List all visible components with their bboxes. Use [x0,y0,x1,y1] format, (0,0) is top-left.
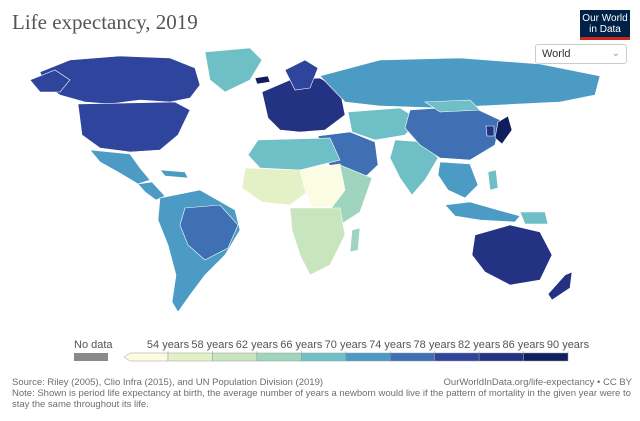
world-map [29,47,601,313]
region-indonesia[interactable] [444,201,521,223]
legend-tick-label: 62 years [235,339,278,351]
region-central-america[interactable] [137,181,166,201]
legend-bin-6[interactable] [389,352,435,362]
region-central-asia[interactable] [347,107,421,141]
legend-bin-3[interactable] [256,352,302,362]
logo-line-1: Our World [582,13,628,24]
region-canada[interactable] [39,55,201,105]
region-japan[interactable] [494,115,513,145]
legend-tick-label: 54 years [146,339,190,351]
legend-bin-5[interactable] [345,352,391,362]
legend-tick-label: 90 years [546,339,590,351]
chevron-down-icon: ⌄ [611,48,620,59]
logo-line-2: in Data [589,24,621,35]
region-usa[interactable] [77,101,191,153]
legend-bin-7[interactable] [434,352,480,362]
region-korea[interactable] [485,125,495,137]
legend-bin-0[interactable] [123,352,169,362]
footer: Source: Riley (2005), Clio Infra (2015),… [12,377,632,410]
legend-tick-label: 74 years [369,339,412,351]
source-text: Source: Riley (2005), Clio Infra (2015),… [12,377,324,388]
legend-tick-label: 82 years [458,339,501,351]
region-greenland[interactable] [204,47,263,93]
region-russia[interactable] [319,57,601,109]
region-select[interactable]: World ⌄ [535,44,627,64]
color-legend: 54 years 58 years 62 years 66 years 70 years… [0,336,640,366]
legend-tick-label: 86 years [502,339,545,351]
legend-tick-label: 78 years [413,339,456,351]
legend-scale [123,351,569,362]
region-west-africa[interactable] [241,167,311,206]
region-brazil[interactable] [179,204,239,261]
credit-link[interactable]: OurWorldInData.org/life-expectancy • CC … [443,377,632,388]
no-data-label: No data [74,339,113,351]
region-mexico[interactable] [89,149,151,185]
legend-bin-4[interactable] [301,352,347,362]
legend-bin-9[interactable] [523,352,569,362]
legend-bin-8[interactable] [478,352,524,362]
no-data-swatch [74,353,108,361]
region-southern-africa[interactable] [289,207,346,276]
region-new-zealand[interactable] [547,271,573,301]
note-text: Note: Shown is period life expectancy at… [12,388,631,410]
legend-bin-1[interactable] [167,352,213,362]
region-philippines[interactable] [487,169,499,191]
region-alaska[interactable] [29,69,71,93]
chart-title: Life expectancy, 2019 [12,10,198,34]
legend-tick-label: 58 years [191,339,234,351]
region-select-value: World [542,48,571,60]
region-southeast-asia[interactable] [437,161,479,199]
legend-tick-label: 66 years [280,339,323,351]
region-north-africa[interactable] [247,137,341,171]
owid-logo[interactable]: Our World in Data [580,10,630,40]
region-iceland[interactable] [254,75,271,85]
legend-bin-2[interactable] [212,352,258,362]
region-scandinavia[interactable] [284,59,319,91]
region-madagascar[interactable] [349,227,361,253]
region-australia[interactable] [471,224,553,286]
region-mongolia[interactable] [424,99,481,113]
region-china[interactable] [404,105,501,161]
region-caribbean[interactable] [159,169,189,179]
legend-tick-label: 70 years [324,339,367,351]
region-png[interactable] [519,211,549,225]
